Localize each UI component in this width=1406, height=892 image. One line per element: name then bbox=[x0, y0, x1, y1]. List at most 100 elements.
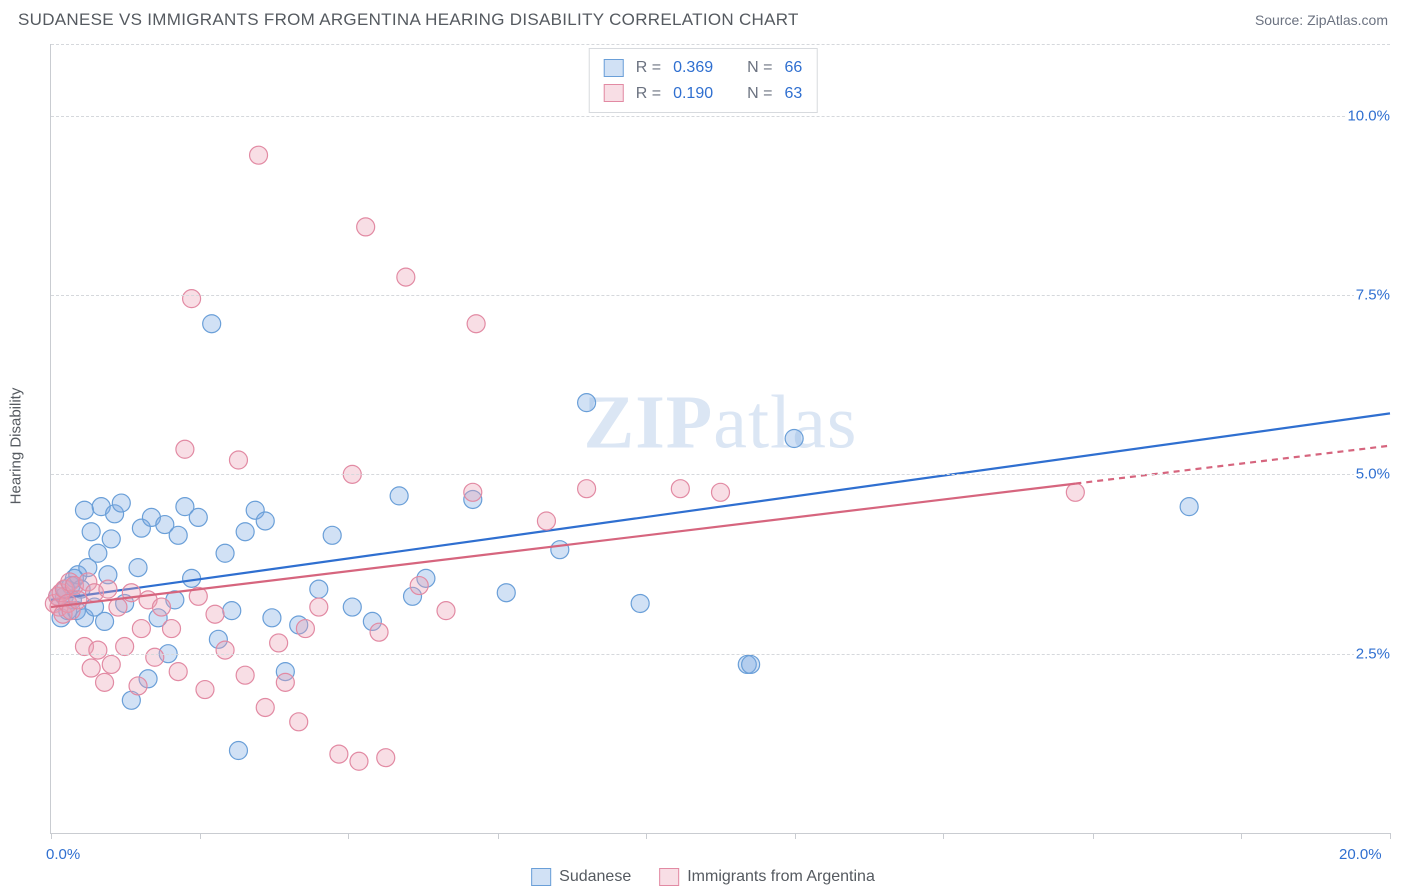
data-point-sudanese bbox=[551, 541, 569, 559]
data-point-argentina bbox=[397, 268, 415, 286]
data-point-sudanese bbox=[229, 742, 247, 760]
data-point-sudanese bbox=[203, 315, 221, 333]
y-tick-label: 5.0% bbox=[1354, 466, 1392, 483]
data-point-argentina bbox=[99, 580, 117, 598]
x-tick bbox=[348, 833, 349, 839]
data-point-sudanese bbox=[310, 580, 328, 598]
data-point-argentina bbox=[290, 713, 308, 731]
data-point-sudanese bbox=[89, 544, 107, 562]
data-point-argentina bbox=[296, 620, 314, 638]
data-point-argentina bbox=[146, 648, 164, 666]
data-point-argentina bbox=[132, 620, 150, 638]
y-axis-title: Hearing Disability bbox=[8, 388, 25, 505]
data-point-argentina bbox=[152, 598, 170, 616]
data-point-argentina bbox=[310, 598, 328, 616]
y-tick-label: 2.5% bbox=[1354, 645, 1392, 662]
data-point-argentina bbox=[464, 483, 482, 501]
data-point-argentina bbox=[229, 451, 247, 469]
data-point-sudanese bbox=[169, 526, 187, 544]
swatch-sudanese bbox=[531, 868, 551, 886]
legend-item-argentina: Immigrants from Argentina bbox=[659, 868, 875, 886]
swatch-argentina bbox=[604, 84, 624, 102]
x-tick bbox=[646, 833, 647, 839]
data-point-argentina bbox=[206, 605, 224, 623]
data-point-argentina bbox=[176, 440, 194, 458]
data-point-sudanese bbox=[323, 526, 341, 544]
data-point-sudanese bbox=[82, 523, 100, 541]
legend-item-sudanese: Sudanese bbox=[531, 868, 631, 886]
data-point-argentina bbox=[410, 577, 428, 595]
data-point-argentina bbox=[183, 290, 201, 308]
data-point-argentina bbox=[357, 218, 375, 236]
data-point-argentina bbox=[377, 749, 395, 767]
data-point-argentina bbox=[467, 315, 485, 333]
data-point-argentina bbox=[250, 146, 268, 164]
r-label: R = bbox=[636, 55, 661, 81]
gridline-h bbox=[51, 474, 1390, 475]
data-point-sudanese bbox=[129, 559, 147, 577]
data-point-argentina bbox=[712, 483, 730, 501]
legend-label-sudanese: Sudanese bbox=[559, 868, 631, 886]
gridline-h bbox=[51, 116, 1390, 117]
data-point-argentina bbox=[671, 480, 689, 498]
data-point-sudanese bbox=[96, 612, 114, 630]
data-point-argentina bbox=[537, 512, 555, 530]
data-point-sudanese bbox=[497, 584, 515, 602]
data-point-argentina bbox=[236, 666, 254, 684]
r-value-argentina: 0.190 bbox=[673, 81, 713, 107]
data-point-sudanese bbox=[236, 523, 254, 541]
data-point-sudanese bbox=[263, 609, 281, 627]
gridline-h bbox=[51, 654, 1390, 655]
x-tick bbox=[200, 833, 201, 839]
swatch-argentina bbox=[659, 868, 679, 886]
data-point-argentina bbox=[196, 681, 214, 699]
gridline-h bbox=[51, 44, 1390, 45]
data-point-argentina bbox=[330, 745, 348, 763]
x-tick bbox=[1093, 833, 1094, 839]
r-label: R = bbox=[636, 81, 661, 107]
data-point-sudanese bbox=[1180, 498, 1198, 516]
data-point-argentina bbox=[437, 602, 455, 620]
data-point-sudanese bbox=[112, 494, 130, 512]
data-point-argentina bbox=[578, 480, 596, 498]
data-point-argentina bbox=[129, 677, 147, 695]
data-point-argentina bbox=[102, 655, 120, 673]
data-point-argentina bbox=[256, 698, 274, 716]
data-point-argentina bbox=[370, 623, 388, 641]
x-tick bbox=[1241, 833, 1242, 839]
data-point-argentina bbox=[270, 634, 288, 652]
scatter-svg bbox=[51, 44, 1390, 833]
y-tick-label: 7.5% bbox=[1354, 287, 1392, 304]
stats-row-sudanese: R = 0.369 N = 66 bbox=[604, 55, 803, 81]
n-value-argentina: 63 bbox=[784, 81, 802, 107]
trend-line-argentina bbox=[51, 484, 1075, 607]
data-point-sudanese bbox=[223, 602, 241, 620]
source-attribution: Source: ZipAtlas.com bbox=[1255, 12, 1388, 28]
data-point-argentina bbox=[96, 673, 114, 691]
x-min-label: 0.0% bbox=[46, 846, 80, 863]
data-point-sudanese bbox=[785, 430, 803, 448]
stats-row-argentina: R = 0.190 N = 63 bbox=[604, 81, 803, 107]
x-tick bbox=[1390, 833, 1391, 839]
chart-title: SUDANESE VS IMMIGRANTS FROM ARGENTINA HE… bbox=[18, 10, 799, 30]
n-label: N = bbox=[747, 55, 772, 81]
data-point-sudanese bbox=[216, 544, 234, 562]
r-value-sudanese: 0.369 bbox=[673, 55, 713, 81]
data-point-argentina bbox=[69, 591, 87, 609]
x-tick bbox=[51, 833, 52, 839]
data-point-sudanese bbox=[343, 598, 361, 616]
data-point-argentina bbox=[169, 663, 187, 681]
n-value-sudanese: 66 bbox=[784, 55, 802, 81]
x-tick bbox=[795, 833, 796, 839]
data-point-argentina bbox=[216, 641, 234, 659]
data-point-sudanese bbox=[390, 487, 408, 505]
data-point-sudanese bbox=[742, 655, 760, 673]
correlation-stats-legend: R = 0.369 N = 66 R = 0.190 N = 63 bbox=[589, 48, 818, 113]
x-max-label: 20.0% bbox=[1339, 846, 1382, 863]
data-point-argentina bbox=[82, 659, 100, 677]
data-point-argentina bbox=[89, 641, 107, 659]
data-point-sudanese bbox=[75, 501, 93, 519]
y-tick-label: 10.0% bbox=[1345, 107, 1392, 124]
n-label: N = bbox=[747, 81, 772, 107]
data-point-argentina bbox=[276, 673, 294, 691]
